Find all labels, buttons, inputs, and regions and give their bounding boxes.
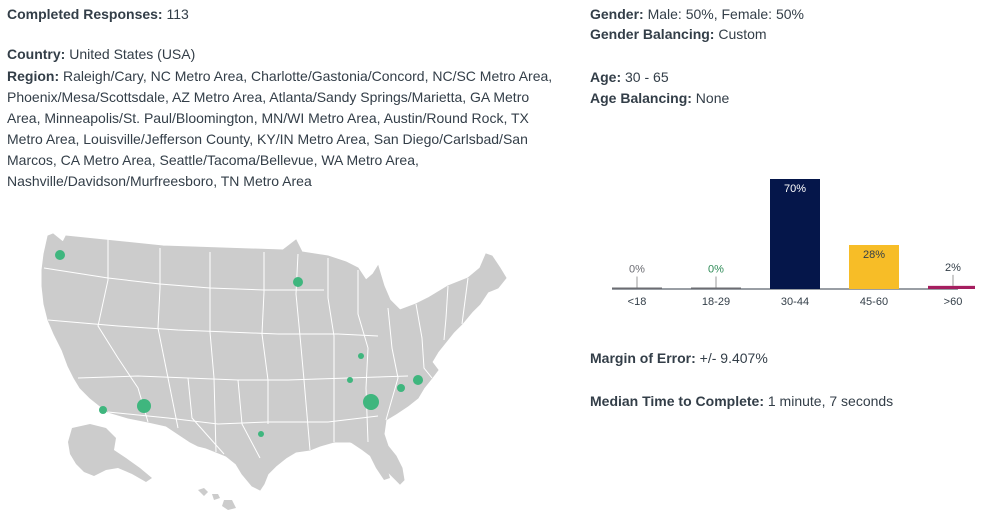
bar-value-label: 0%	[708, 264, 724, 276]
marker-minneapolis	[293, 277, 303, 287]
response-markers	[55, 250, 423, 437]
us-contiguous-shape	[41, 233, 507, 491]
bar-3	[849, 245, 899, 289]
region-block: Region: Raleigh/Cary, NC Metro Area, Cha…	[7, 66, 567, 192]
category-tick-label: 30-44	[781, 296, 809, 308]
region-label: Region:	[7, 68, 60, 84]
marker-raleigh	[413, 375, 423, 385]
marker-charlotte	[397, 384, 405, 392]
chart-bars	[612, 179, 975, 289]
region-line: Area, Minneapolis/St. Paul/Bloomington, …	[7, 110, 529, 126]
marker-nashville	[347, 377, 353, 383]
bar-value-label: 28%	[863, 249, 885, 261]
category-tick-label: 45-60	[860, 296, 888, 308]
marker-austin	[258, 431, 264, 437]
median-value: 1 minute, 7 seconds	[767, 393, 894, 409]
median-label: Median Time to Complete:	[590, 393, 764, 409]
age-bar-chart: 0% 0% 70% 28% 2% <18 18-29 30-44 45-60 >60	[612, 179, 975, 308]
bar-4	[928, 285, 975, 289]
florida-shape	[350, 442, 390, 480]
bar-value-label: 2%	[945, 262, 961, 274]
gender-balancing-row: Gender Balancing: Custom	[590, 24, 767, 45]
category-tick-label: 18-29	[702, 296, 730, 308]
bar-1	[691, 287, 741, 289]
chart-tick-labels: <18 18-29 30-44 45-60 >60	[628, 296, 963, 308]
hawaii-shape	[198, 488, 236, 510]
country-row: Country: United States (USA)	[7, 44, 195, 65]
bar-0	[612, 287, 662, 289]
gender-value: Male: 50%, Female: 50%	[647, 6, 804, 22]
bar-value-label: 0%	[629, 264, 645, 276]
marker-seattle	[55, 250, 65, 260]
region-line: Marcos, CA Metro Area, Seattle/Tacoma/Be…	[7, 152, 419, 168]
chart-value-labels: 0% 0% 70% 28% 2%	[629, 183, 961, 288]
bar-2	[770, 179, 820, 289]
median-time-row: Median Time to Complete: 1 minute, 7 sec…	[590, 391, 893, 412]
marker-louisville	[358, 353, 364, 359]
us-map	[41, 233, 507, 510]
region-line: Metro Area, Louisville/Jefferson County,…	[7, 131, 528, 147]
age-value: 30 - 65	[625, 69, 669, 85]
age-label: Age:	[590, 69, 622, 85]
category-tick-label: >60	[944, 296, 963, 308]
moe-value: +/- 9.407%	[699, 350, 768, 366]
region-line: Phoenix/Mesa/Scottsdale, AZ Metro Area, …	[7, 89, 530, 105]
region-line: Region: Raleigh/Cary, NC Metro Area, Cha…	[7, 68, 553, 84]
age-balancing-value: None	[695, 90, 730, 106]
age-row: Age: 30 - 65	[590, 67, 669, 88]
moe-label: Margin of Error:	[590, 350, 696, 366]
completed-value: 113	[166, 6, 189, 22]
bar-value-label: 70%	[784, 183, 806, 195]
age-balancing-label: Age Balancing:	[590, 90, 692, 106]
completed-responses: Completed Responses: 113	[7, 4, 189, 25]
completed-label: Completed Responses:	[7, 6, 163, 22]
gender-balancing-label: Gender Balancing:	[590, 26, 715, 42]
marker-san-diego	[99, 406, 107, 414]
us-land	[41, 233, 507, 510]
marker-atlanta	[363, 394, 379, 410]
category-tick-label: <18	[628, 296, 647, 308]
gender-balancing-value: Custom	[718, 26, 767, 42]
alaska-shape	[68, 424, 152, 482]
region-line: Nashville/Davidson/Murfreesboro, TN Metr…	[7, 173, 312, 189]
country-label: Country:	[7, 46, 66, 62]
gender-row: Gender: Male: 50%, Female: 50%	[590, 4, 804, 25]
gender-label: Gender:	[590, 6, 644, 22]
margin-of-error-row: Margin of Error: +/- 9.407%	[590, 348, 768, 369]
marker-phoenix	[137, 399, 151, 413]
age-balancing-row: Age Balancing: None	[590, 88, 729, 109]
country-value: United States (USA)	[69, 46, 196, 62]
